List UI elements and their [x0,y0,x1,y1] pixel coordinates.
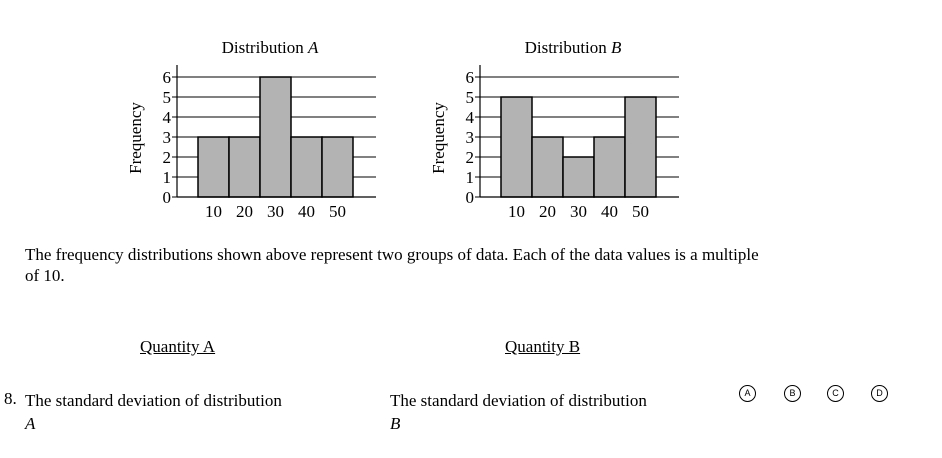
chart-a-ytick-label: 6 [163,68,172,87]
chart-a-ytick-label: 0 [163,188,172,207]
chart-b-title: Distribution B [525,38,622,57]
chart-a-ytick-label: 3 [163,128,172,147]
chart-b-ylabel: Frequency [429,102,448,174]
choice-c-button[interactable]: C [827,385,844,402]
chart-a-xtick-label: 20 [236,202,253,221]
chart-b-xtick-label: 10 [508,202,525,221]
chart-a-bar [259,76,292,198]
chart-b-bar [593,136,626,198]
choice-b-button[interactable]: B [784,385,801,402]
quantity-b-heading: Quantity B [505,337,581,356]
chart-a-ytick-label: 4 [163,108,172,127]
quantity-a-text-body: The standard deviation of distribution [25,391,282,410]
chart-a-xtick-label: 50 [329,202,346,221]
description-text: The frequency distributions shown above … [25,245,759,285]
choice-a-button[interactable]: A [739,385,756,402]
chart-b-bar [531,136,564,198]
chart-b-ytick-label: 6 [466,68,475,87]
chart-b-bar [562,156,595,198]
chart-b-ytick-label: 4 [466,108,475,127]
chart-a-title-var: A [307,38,319,57]
chart-a-ylabel: Frequency [126,102,145,174]
chart-b-ytick-label: 2 [466,148,475,167]
chart-b-xtick-label: 50 [632,202,649,221]
chart-a-title-prefix: Distribution [222,38,308,57]
chart-a-bar [290,136,323,198]
chart-b-title-var: B [611,38,622,57]
choice-d-button[interactable]: D [871,385,888,402]
chart-a-ytick-label: 1 [163,168,172,187]
chart-b-title-prefix: Distribution [525,38,611,57]
quantity-b-text-body: The standard deviation of distribution [390,391,647,410]
question-number: 8. [4,389,17,408]
chart-b-bar [500,96,533,198]
chart-b-ytick-label: 3 [466,128,475,147]
chart-a-xtick-label: 10 [205,202,222,221]
chart-b-xtick-label: 40 [601,202,618,221]
chart-a-bar [197,136,230,198]
chart-a-bar [228,136,261,198]
chart-a-xtick-label: 30 [267,202,284,221]
chart-a-bar [321,136,354,198]
chart-a-ytick-label: 2 [163,148,172,167]
chart-b-ytick-label: 5 [466,88,475,107]
chart-b-xtick-label: 30 [570,202,587,221]
chart-b-ytick-label: 0 [466,188,475,207]
quantity-a-variable: A [25,414,36,433]
chart-b-bar [624,96,657,198]
chart-b-ytick-label: 1 [466,168,475,187]
chart-b-xtick-label: 20 [539,202,556,221]
chart-a-xtick-label: 40 [298,202,315,221]
quantity-a-heading: Quantity A [140,337,216,356]
quantity-b-variable: B [390,414,401,433]
chart-a-title: Distribution A [222,38,319,57]
chart-a-ytick-label: 5 [163,88,172,107]
quantity-a-text: The standard deviation of distribution A [25,389,285,435]
quantity-b-text: The standard deviation of distribution B [390,389,650,435]
